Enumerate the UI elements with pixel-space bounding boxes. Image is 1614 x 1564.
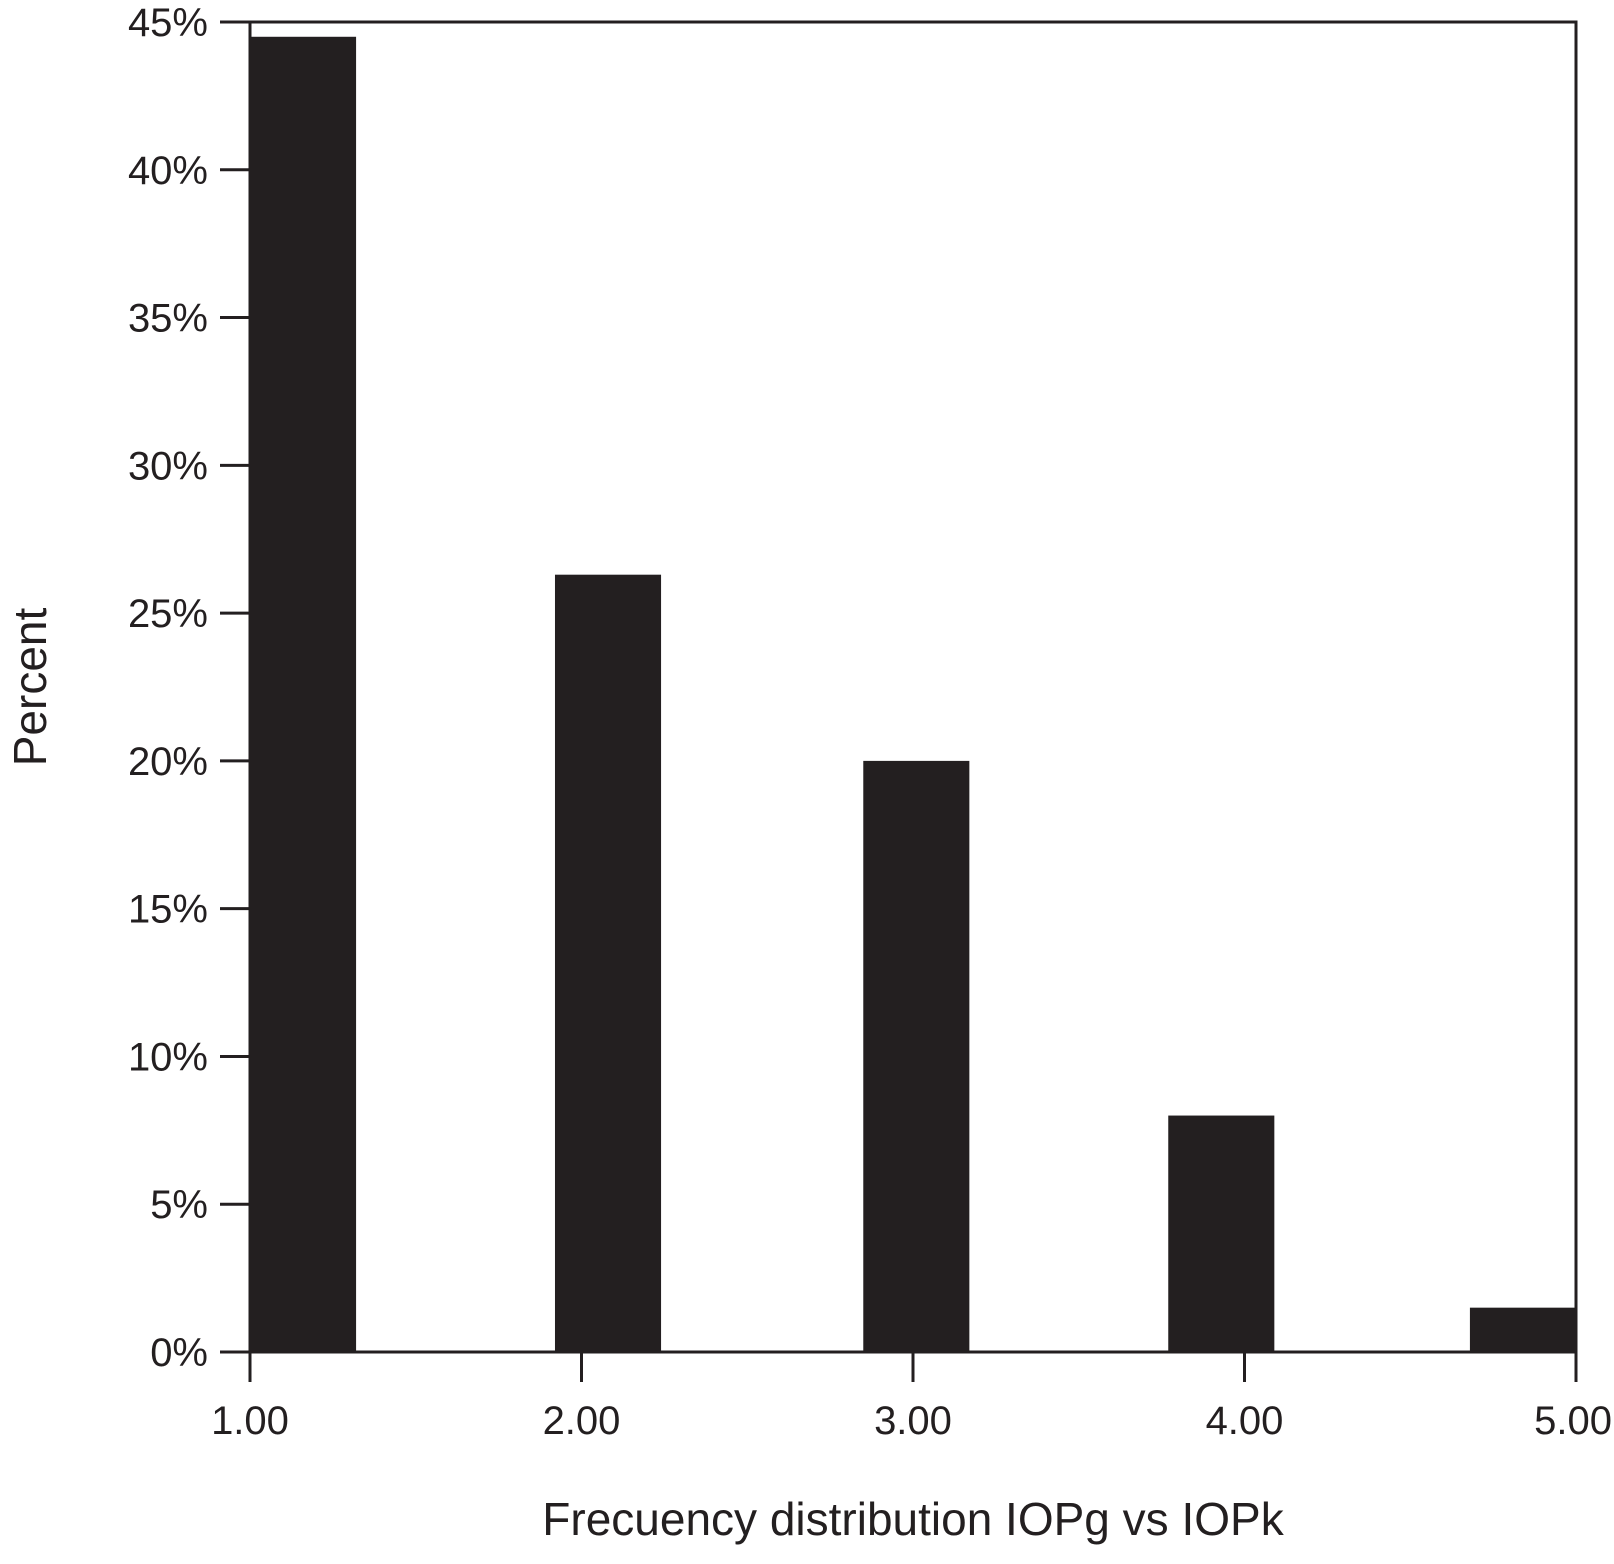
bar-3 [863, 760, 970, 1352]
x-axis-title: Frecuency distribution IOPg vs IOPk [542, 1493, 1284, 1545]
y-axis-title: Percent [4, 608, 56, 767]
x-tick-label: 1.00 [211, 1399, 289, 1443]
y-tick-label: 30% [128, 444, 208, 488]
bar-5 [1469, 1307, 1576, 1352]
y-axis-ticks: 0% 5% 10% 15% 20% 25% 30% 35% 40% 45% [128, 1, 250, 1375]
y-tick-label: 20% [128, 740, 208, 784]
y-tick-label: 25% [128, 592, 208, 636]
x-tick-label: 2.00 [543, 1399, 621, 1443]
y-tick-label: 10% [128, 1035, 208, 1079]
bars [250, 36, 1576, 1352]
x-tick-label: 4.00 [1206, 1399, 1284, 1443]
bar-1 [250, 36, 357, 1352]
x-tick-label: 5.00 [1534, 1399, 1612, 1443]
y-tick-label: 15% [128, 888, 208, 932]
y-tick-label: 5% [150, 1183, 208, 1227]
y-tick-label: 35% [128, 297, 208, 341]
x-tick-label: 3.00 [874, 1399, 952, 1443]
y-tick-label: 45% [128, 1, 208, 45]
x-axis-ticks: 1.00 2.00 3.00 4.00 5.00 [211, 1352, 1612, 1443]
y-tick-label: 40% [128, 149, 208, 193]
y-tick-label: 0% [150, 1331, 208, 1375]
bar-2 [554, 574, 662, 1352]
bar-4 [1168, 1115, 1275, 1352]
